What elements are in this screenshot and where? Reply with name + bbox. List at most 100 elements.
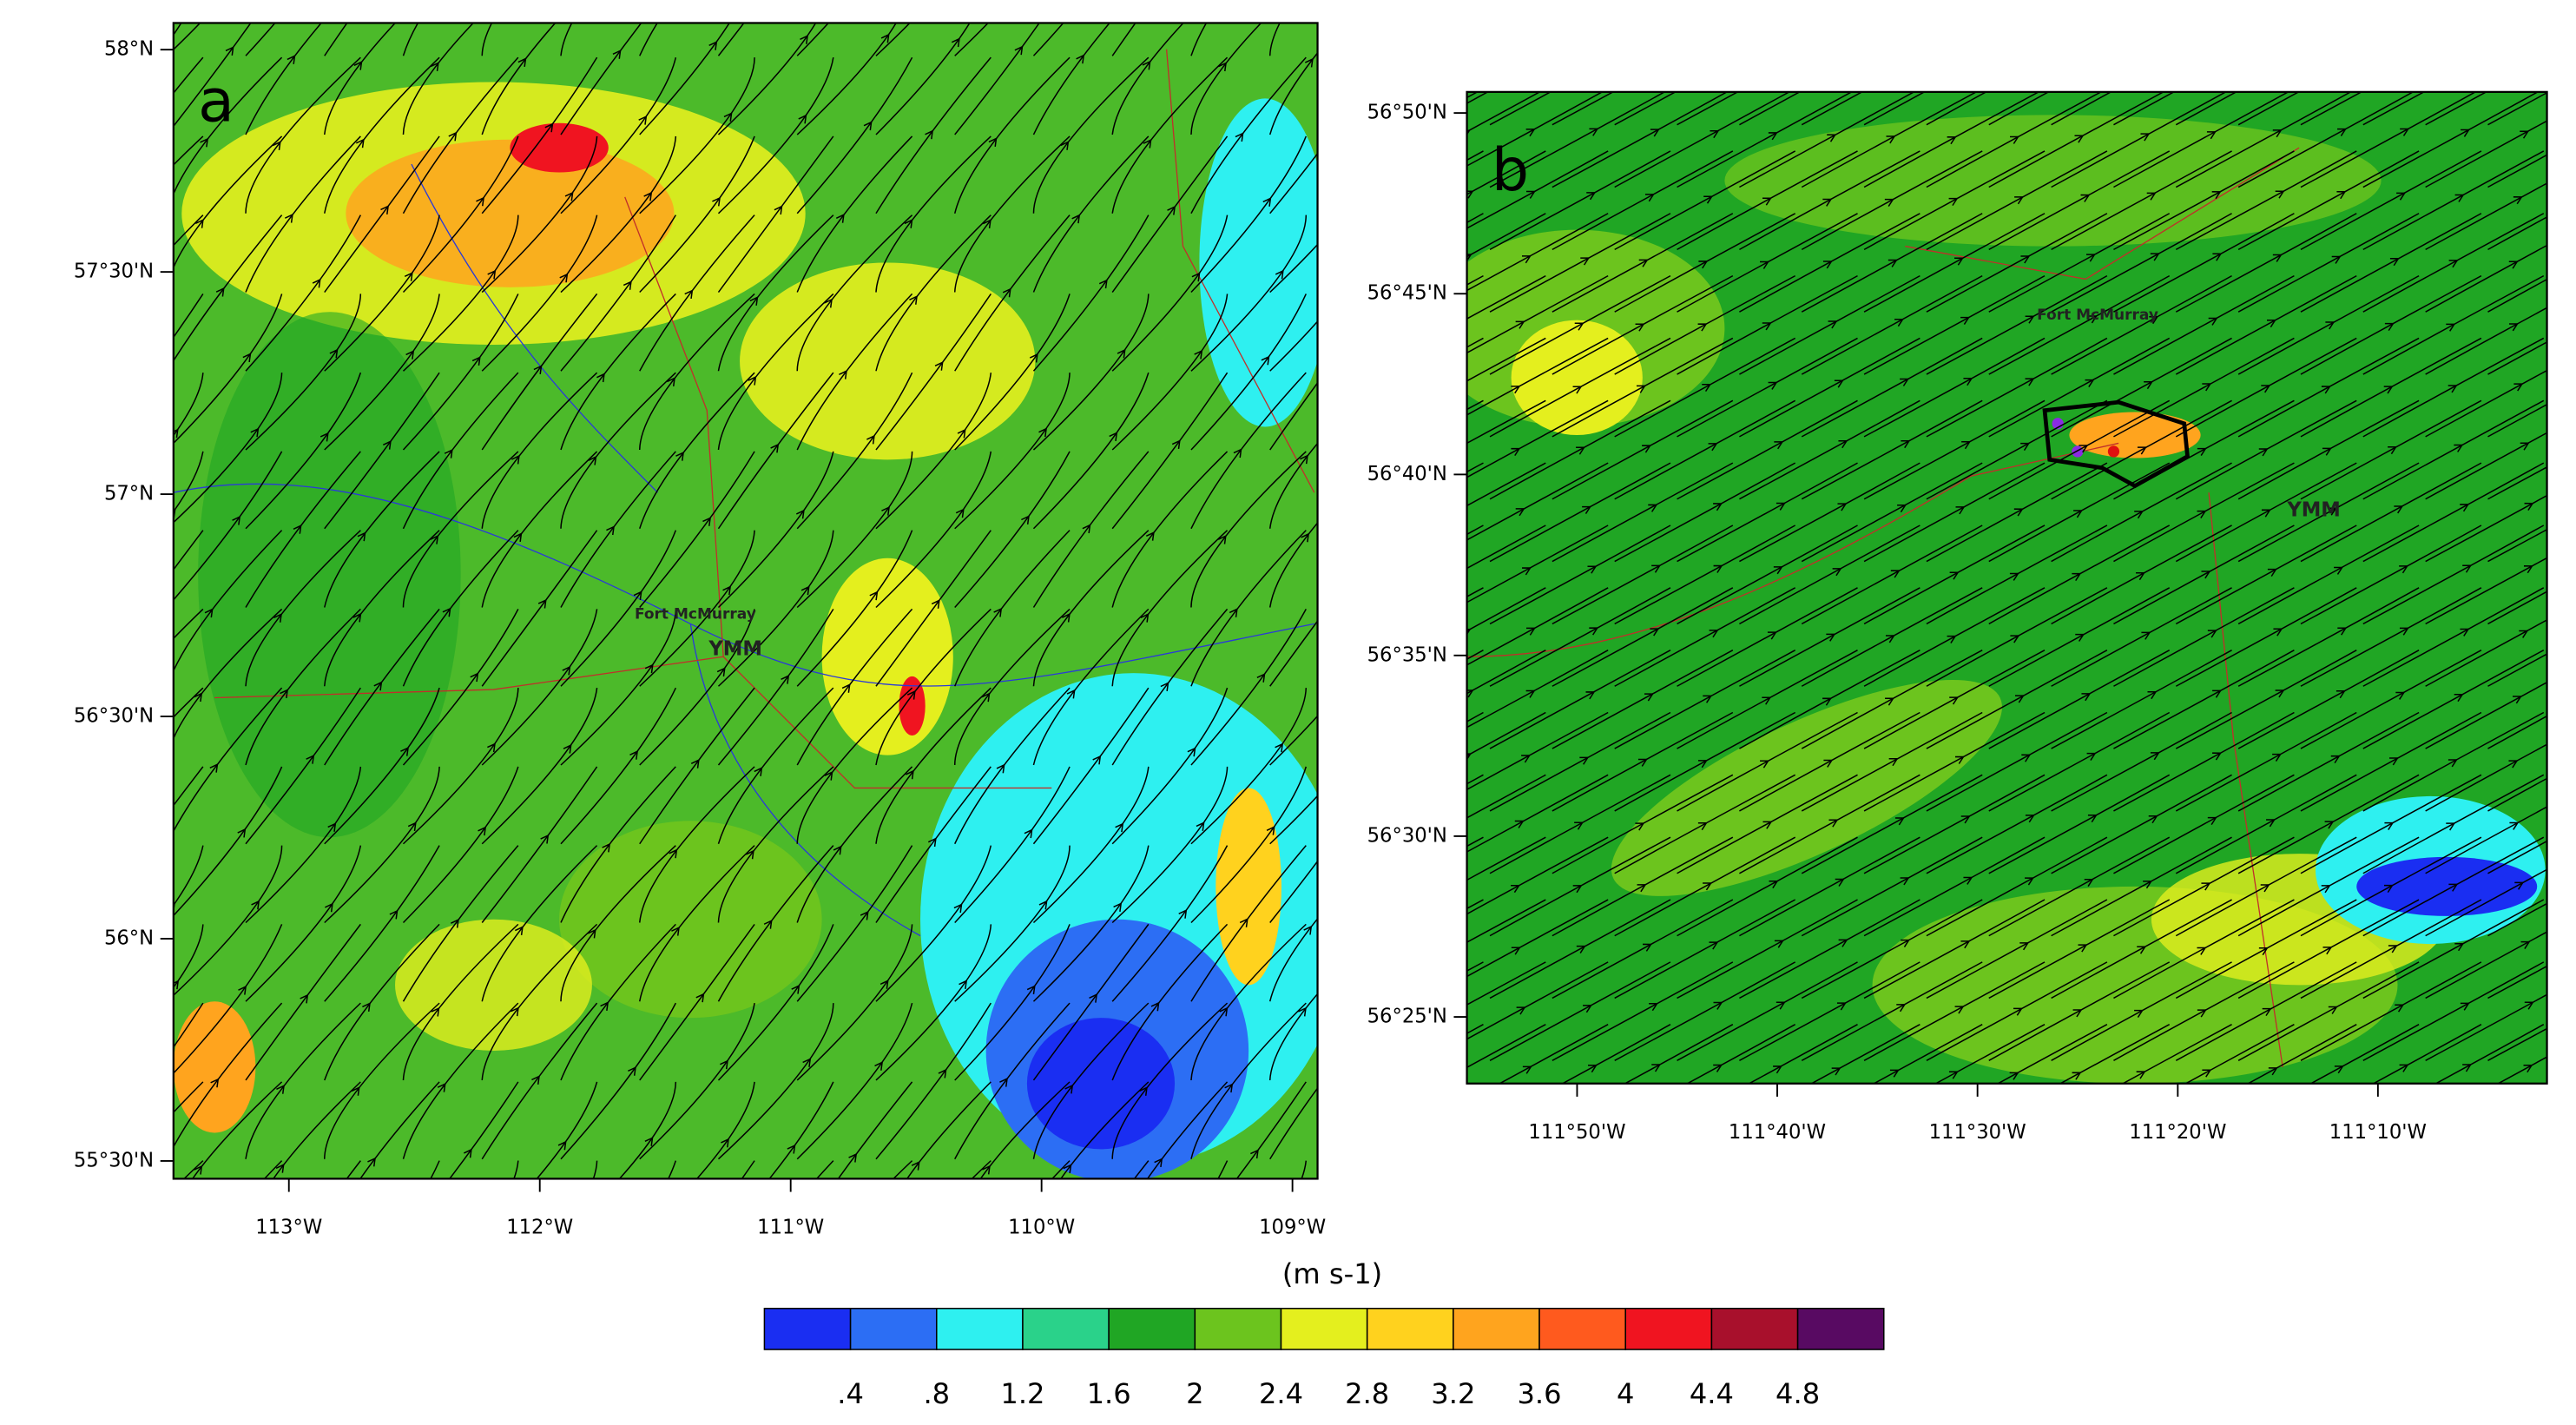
streamline-arrow — [1885, 697, 1894, 706]
streamline-arrow — [1760, 760, 1769, 769]
streamline — [592, 1160, 598, 1179]
streamline-arrow — [2021, 754, 2032, 762]
streamline — [1268, 51, 1318, 135]
streamline-arrow — [1774, 940, 1784, 948]
streamline — [1677, 213, 1858, 313]
streamline — [1489, 649, 1671, 749]
streamline-arrow — [848, 1152, 858, 1163]
streamline — [173, 451, 204, 513]
streamline-arrow — [2197, 1009, 2207, 1018]
streamline-arrow — [1579, 756, 1590, 765]
streamline — [1677, 337, 1858, 438]
streamline — [2487, 840, 2547, 874]
streamline-arrow — [2327, 507, 2337, 516]
streamline — [2309, 1024, 2420, 1084]
streamline — [2175, 961, 2357, 1061]
streamline-arrow — [1702, 383, 1712, 393]
streamline-arrow — [1769, 880, 1779, 889]
streamline-arrow — [2460, 1002, 2470, 1011]
streamline-arrow — [1576, 446, 1585, 455]
y-tick-label: 58°N — [104, 38, 154, 61]
streamline-arrow — [2208, 317, 2218, 326]
streamline-arrow — [1522, 567, 1532, 576]
streamline — [1146, 1081, 1229, 1179]
streamline — [173, 135, 283, 270]
streamline-arrow — [909, 295, 918, 305]
y-tick-label: 56°N — [104, 927, 154, 949]
streamline-arrow — [476, 196, 484, 207]
streamline-arrow — [173, 980, 180, 990]
streamline-arrow — [2513, 383, 2524, 392]
streamline-arrow — [2448, 385, 2458, 393]
streamline — [2051, 524, 2232, 625]
streamline-arrow — [1142, 60, 1151, 70]
streamline-arrow — [1651, 564, 1661, 573]
streamline-arrow — [1949, 696, 1960, 705]
streamline-arrow — [2460, 1129, 2467, 1136]
streamline — [875, 608, 992, 766]
streamline — [1926, 587, 2108, 687]
streamline-arrow — [1709, 941, 1719, 950]
streamline-arrow — [2513, 696, 2522, 704]
streamline-arrow — [1773, 1065, 1782, 1074]
streamline-arrow — [2448, 759, 2458, 768]
streamline — [1269, 152, 1318, 214]
streamline — [245, 56, 361, 214]
streamline-arrow — [329, 348, 339, 359]
streamline-arrow — [2137, 446, 2147, 455]
streamline-arrow — [1574, 322, 1584, 331]
streamline — [1466, 774, 1546, 819]
streamline — [245, 372, 362, 530]
streamline — [2300, 213, 2482, 313]
streamline — [183, 1160, 204, 1179]
streamline — [1739, 899, 1920, 999]
streamline — [1489, 399, 1671, 500]
colorbar-box — [763, 1308, 852, 1350]
streamline-arrow — [2518, 1131, 2526, 1138]
streamline-arrow — [748, 375, 757, 386]
streamline-arrow — [2143, 881, 2153, 889]
streamline-arrow — [2448, 883, 2459, 892]
place-label: Fort McMurray — [635, 605, 756, 623]
streamline-arrow — [2524, 67, 2532, 74]
streamline-arrow — [839, 369, 847, 379]
streamline-arrow — [1644, 693, 1654, 702]
streamline — [481, 214, 598, 372]
streamline-arrow — [1515, 508, 1525, 517]
streamline — [2362, 836, 2545, 937]
streamline-arrow — [781, 674, 790, 684]
streamline-arrow — [866, 434, 875, 445]
streamline — [1466, 524, 1484, 536]
streamline — [245, 608, 361, 766]
streamline — [2362, 524, 2545, 625]
streamline — [1032, 56, 1150, 214]
streamline-arrow — [931, 599, 940, 609]
streamline — [796, 1002, 913, 1160]
streamline — [245, 23, 322, 135]
streamline-arrow — [80, 435, 88, 443]
streamline — [10, 1003, 124, 1159]
streamline-arrow — [238, 985, 247, 995]
streamline-arrow — [1250, 1149, 1259, 1159]
streamline — [1988, 711, 2171, 812]
streamline — [481, 1002, 598, 1160]
streamline-arrow — [2020, 255, 2031, 264]
streamline — [1268, 993, 1318, 1081]
streamline — [10, 609, 124, 765]
streamline-arrow — [2399, 627, 2409, 636]
streamline-arrow — [250, 427, 260, 438]
panel-label: a — [198, 68, 234, 136]
streamline — [1032, 23, 1111, 135]
streamline — [2237, 774, 2420, 874]
streamline — [1190, 766, 1308, 924]
streamline — [1111, 451, 1229, 608]
streamline-arrow — [204, 608, 214, 618]
streamline-arrow — [2461, 129, 2470, 137]
streamline — [560, 214, 676, 372]
streamline — [1624, 1024, 1734, 1084]
colorbar-label: 4.8 — [1776, 1377, 1820, 1410]
streamline-arrow — [511, 454, 520, 465]
streamline-arrow — [242, 353, 252, 363]
streamline-arrow — [86, 1063, 94, 1071]
streamline-arrow — [1580, 257, 1591, 266]
